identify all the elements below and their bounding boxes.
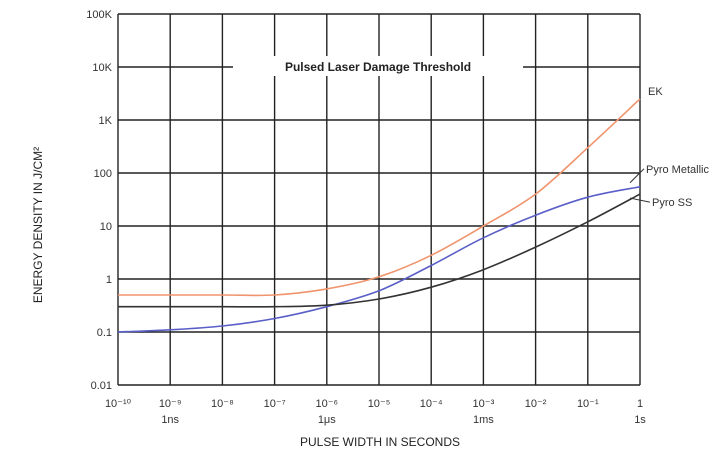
x-sublabel: 1s	[634, 414, 646, 426]
series-label-pyro-metallic: Pyro Metallic	[646, 164, 709, 176]
series-label-pyro-ss: Pyro SS	[652, 197, 692, 209]
y-tick-label: 10K	[92, 62, 112, 74]
x-sublabel: 1ns	[161, 414, 179, 426]
x-tick-label: 10⁻²	[525, 398, 547, 410]
series-label-ek: EK	[648, 86, 663, 98]
y-tick-label: 100K	[86, 9, 112, 21]
y-tick-label: 0.1	[97, 327, 112, 339]
chart-title: Pulsed Laser Damage Threshold	[285, 60, 471, 74]
x-sublabel: 1ms	[473, 414, 494, 426]
series-line-pyro-ss	[118, 193, 641, 308]
x-sublabel: 1μs	[318, 414, 336, 426]
series-line-pyro-metallic	[117, 186, 641, 333]
tick-labels: 10⁻¹⁰ 10⁻⁹ 10⁻⁸ 10⁻⁷ 10⁻⁶ 10⁻⁵ 10⁻⁴ 10⁻³ 10⁻² 10⁻…	[86, 9, 646, 426]
y-tick-label: 1K	[99, 115, 113, 127]
x-tick-label: 10⁻⁹	[159, 398, 182, 410]
x-tick-label: 10⁻⁸	[211, 398, 234, 410]
x-tick-label: 10⁻¹⁰	[105, 398, 132, 410]
y-tick-label: 100	[94, 168, 112, 180]
x-axis-title: PULSE WIDTH IN SECONDS	[300, 435, 460, 449]
title-background	[233, 56, 523, 76]
series-leader-pyro-ss	[629, 197, 651, 203]
y-tick-label: 0.01	[91, 380, 112, 392]
series-labels: EK Pyro Metallic Pyro SS	[629, 86, 709, 209]
y-tick-label: 1	[106, 274, 112, 286]
y-tick-label: 10	[100, 221, 112, 233]
x-tick-label: 10⁻⁵	[368, 398, 391, 410]
x-tick-label: 10⁻⁷	[264, 398, 286, 410]
x-tick-label: 10⁻³	[473, 398, 495, 410]
x-tick-label: 1	[637, 398, 643, 410]
x-tick-label: 10⁻⁴	[420, 398, 443, 410]
series-line-ek	[118, 98, 641, 297]
y-axis-title: ENERGY DENSITY IN J/CM²	[31, 147, 45, 303]
series-lines	[117, 98, 641, 333]
series-leader-pyro-metallic	[629, 168, 645, 184]
x-tick-label: 10⁻⁶	[316, 398, 339, 410]
x-tick-label: 10⁻¹	[577, 398, 599, 410]
